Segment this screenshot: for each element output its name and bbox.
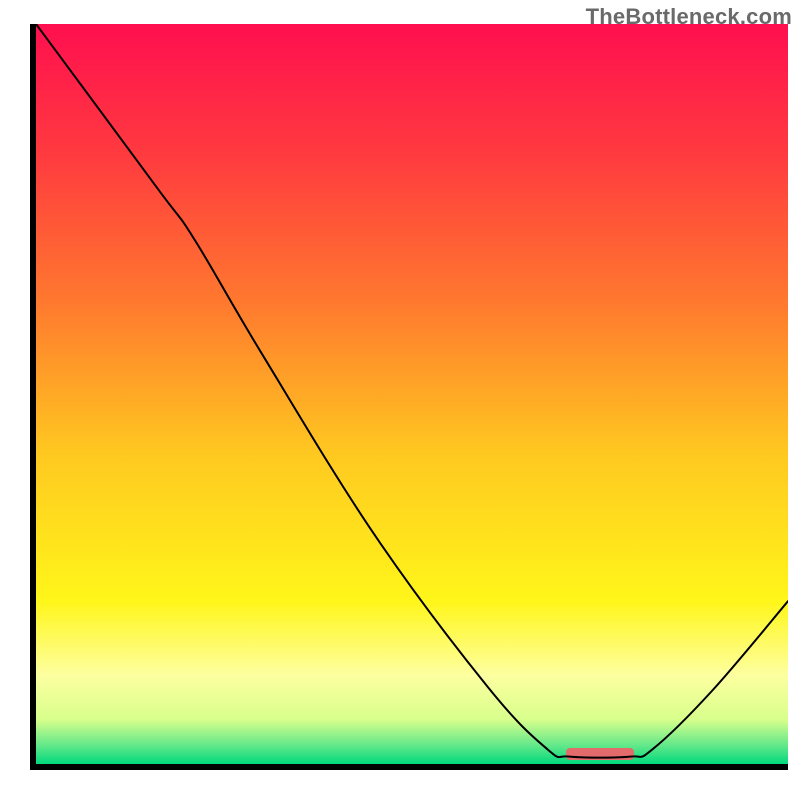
curve-line bbox=[36, 24, 788, 764]
plot-area bbox=[36, 24, 788, 764]
chart-canvas: TheBottleneck.com bbox=[0, 0, 800, 800]
x-axis bbox=[30, 764, 788, 770]
y-axis bbox=[30, 24, 36, 770]
